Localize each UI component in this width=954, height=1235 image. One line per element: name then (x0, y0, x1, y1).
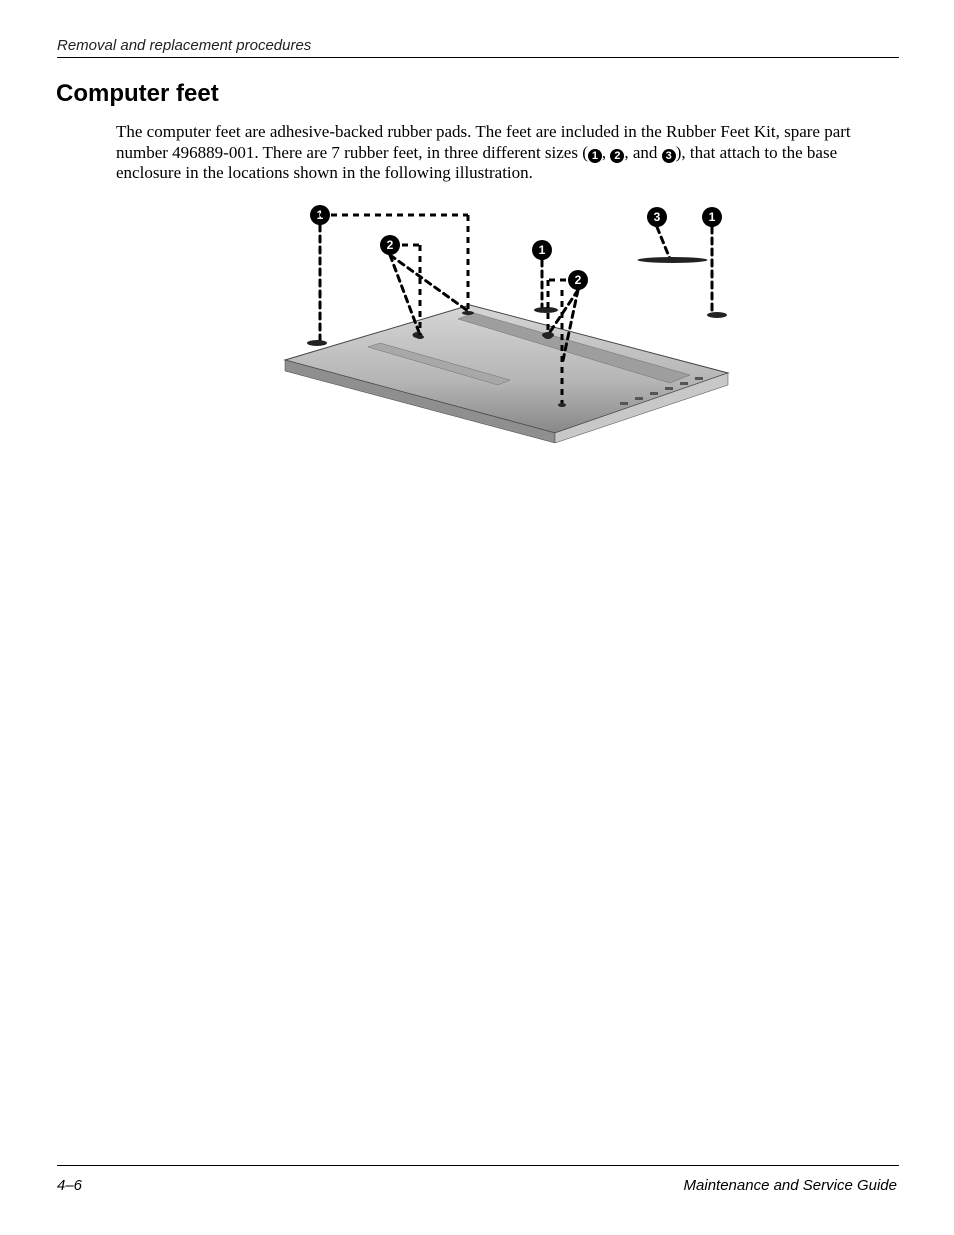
running-header: Removal and replacement procedures (57, 37, 311, 54)
svg-text:1: 1 (539, 243, 546, 257)
inline-callout-1-icon: 1 (588, 149, 602, 163)
svg-text:2: 2 (387, 238, 394, 252)
body-paragraph: The computer feet are adhesive-backed ru… (116, 122, 886, 184)
svg-text:3: 3 (654, 210, 661, 224)
inline-callout-3-icon: 3 (662, 149, 676, 163)
section-heading: Computer feet (56, 80, 219, 108)
diagram-svg: 121231 (260, 195, 730, 445)
page: Removal and replacement procedures Compu… (0, 0, 954, 1235)
rubber-feet-diagram: 121231 (260, 195, 730, 445)
svg-text:1: 1 (709, 210, 716, 224)
body-text-part: , and (624, 143, 661, 162)
doc-title-footer: Maintenance and Service Guide (684, 1177, 897, 1194)
svg-text:2: 2 (575, 273, 582, 287)
body-text-part: , (602, 143, 611, 162)
inline-callout-2-icon: 2 (610, 149, 624, 163)
header-rule (57, 57, 899, 58)
page-number: 4–6 (57, 1177, 82, 1194)
footer-rule (57, 1165, 899, 1166)
